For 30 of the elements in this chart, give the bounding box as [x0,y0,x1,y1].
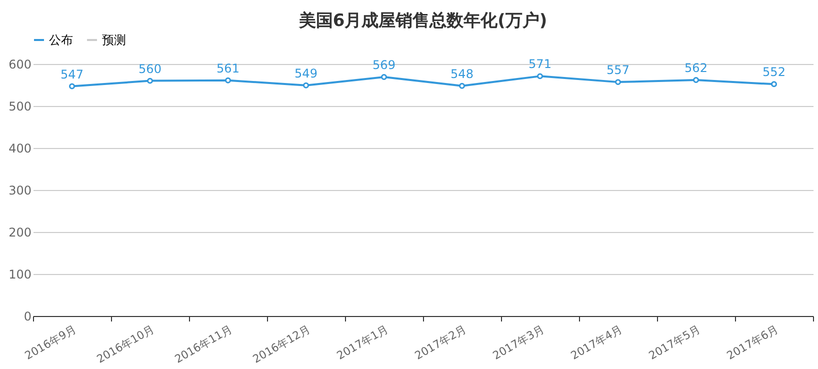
data-label: 549 [294,66,318,80]
data-label: 548 [450,66,474,81]
point [537,73,543,80]
point [693,76,699,83]
y-tick-label: 300 [8,184,32,198]
chart-title: 美国6月成屋销售总数年化(万户) [298,11,548,31]
point [615,79,621,86]
data-label: 560 [138,62,162,76]
y-tick-label: 600 [8,58,32,72]
data-label: 571 [528,57,552,72]
data-label: 562 [684,60,708,75]
y-tick-label: 500 [8,100,32,114]
point [303,82,309,88]
point [771,81,777,88]
y-tick-label: 100 [8,268,32,282]
data-label: 552 [762,65,786,80]
legend-label: 公布 [49,33,73,47]
point [147,78,153,84]
point [381,74,387,80]
point [225,77,231,84]
y-tick-label: 400 [8,142,32,156]
legend-label: 预测 [102,33,126,47]
y-tick-label: 200 [8,226,32,240]
data-label: 557 [606,63,630,78]
y-tick-label: 0 [24,310,32,324]
data-label: 561 [216,61,240,76]
point [459,82,465,89]
point [69,83,75,90]
data-label: 547 [60,67,84,82]
data-label: 569 [372,58,396,72]
